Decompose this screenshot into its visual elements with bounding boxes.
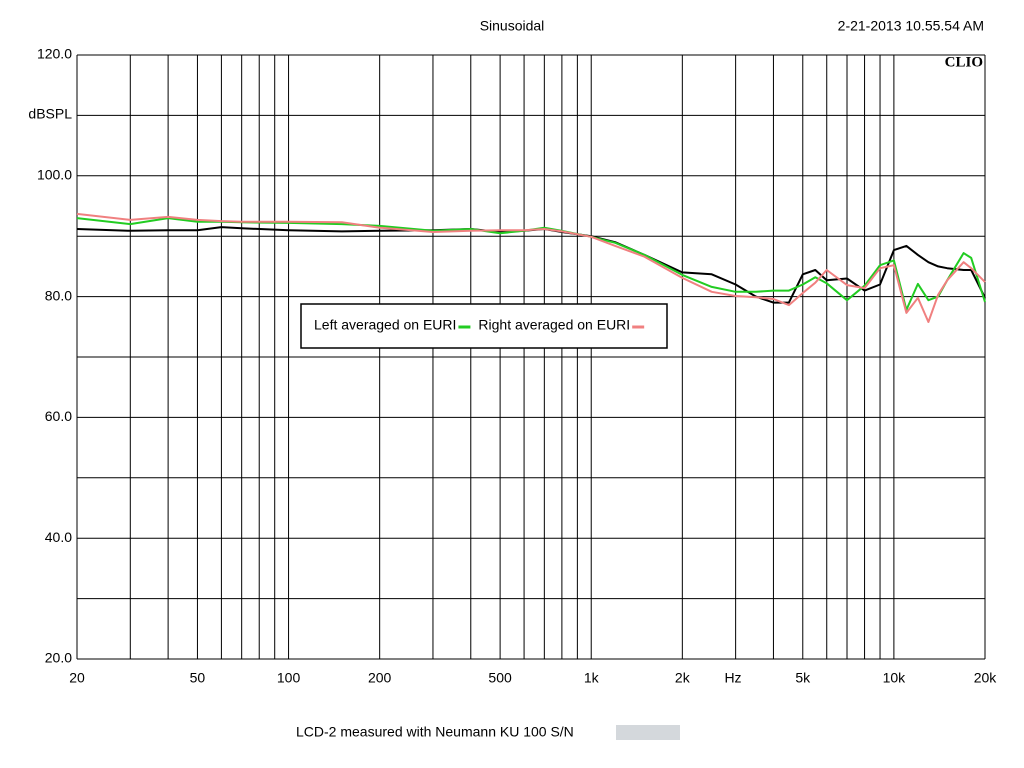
legend-label: Right averaged on EURI: [478, 317, 630, 333]
x-axis-label: Hz: [724, 670, 741, 686]
y-tick-label: 100.0: [37, 167, 72, 183]
y-tick-label: 40.0: [45, 529, 72, 545]
y-tick-label: 120.0: [37, 46, 72, 62]
x-tick-label: 1k: [584, 670, 600, 686]
series-line: [76, 226, 986, 304]
redacted-serial: [616, 725, 680, 740]
legend-label: Left averaged on EURI: [314, 317, 456, 333]
series-line: [76, 217, 986, 311]
grid: 20.0 40.0 60.0 80.0 100.0 120.0 20 50 100 200 500 1…: [37, 46, 997, 686]
caption: LCD-2 measured with Neumann KU 100 S/N: [296, 724, 574, 740]
brand: CLIO: [945, 54, 983, 70]
x-tick-label: 200: [368, 670, 392, 686]
y-tick-label: 60.0: [45, 408, 72, 424]
y-axis-label: dBSPL: [28, 106, 72, 122]
series-line: [76, 212, 986, 323]
legend: Left averaged on EURI Right averaged on E…: [300, 303, 668, 349]
x-tick-label: 2k: [675, 670, 691, 686]
x-tick-label: 5k: [795, 670, 811, 686]
timestamp: 2-21-2013 10.55.54 AM: [838, 18, 984, 34]
x-tick-label: 20k: [974, 670, 998, 686]
x-tick-label: 10k: [883, 670, 907, 686]
x-tick-label: 20: [69, 670, 85, 686]
y-tick-label: 20.0: [45, 650, 72, 666]
chart-title: Sinusoidal: [480, 18, 545, 34]
x-tick-label: 500: [488, 670, 512, 686]
y-tick-label: 80.0: [45, 287, 72, 303]
legend-box: [300, 303, 668, 349]
plot-lines: [76, 212, 986, 323]
x-tick-label: 50: [190, 670, 206, 686]
x-tick-label: 100: [277, 670, 301, 686]
